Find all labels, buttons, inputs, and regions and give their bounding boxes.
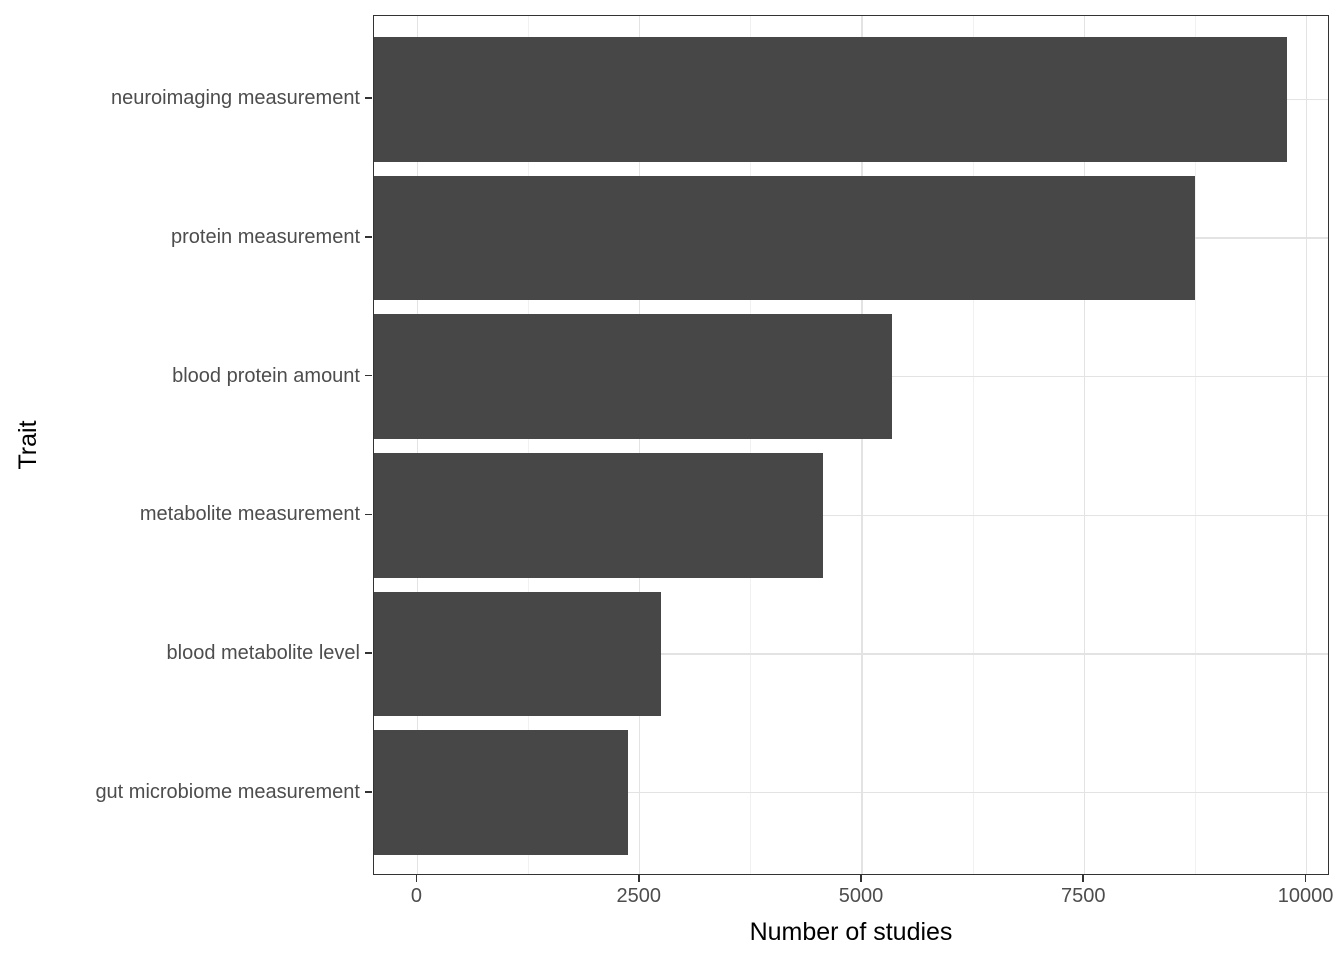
plot-panel	[373, 15, 1329, 875]
bar-blood-protein-amount	[374, 314, 893, 440]
plot-area	[374, 16, 1328, 874]
bar-metabolite-measurement	[374, 452, 823, 578]
grid-major-vline	[1083, 16, 1085, 874]
x-tick-label: 0	[410, 885, 423, 907]
y-axis-tick	[365, 236, 372, 238]
x-tick-label: 7500	[1061, 885, 1106, 907]
y-axis-tick	[365, 97, 372, 100]
x-axis-tick	[415, 875, 418, 882]
y-axis-tick	[365, 652, 372, 654]
grid-minor-vline	[527, 16, 530, 874]
grid-major-vline	[1305, 16, 1308, 874]
x-axis-tick	[1304, 875, 1307, 882]
x-axis-title: Number of studies	[749, 918, 953, 946]
x-tick-label: 2500	[616, 885, 661, 907]
x-axis-tick	[1082, 875, 1085, 882]
grid-major-hline	[374, 792, 1328, 794]
grid-major-vline	[639, 16, 641, 874]
bar-blood-metabolite-level	[374, 591, 662, 717]
y-tick-label: protein measurement	[171, 225, 360, 248]
x-axis-tick	[637, 875, 640, 882]
y-axis-tick	[365, 513, 372, 516]
grid-minor-vline	[750, 16, 752, 874]
bar-neuroimaging-measurement	[374, 36, 1287, 162]
grid-major-hline	[374, 514, 1328, 517]
grid-major-vline	[861, 16, 863, 874]
y-tick-label: gut microbiome measurement	[95, 780, 360, 803]
x-tick-label: 10000	[1277, 885, 1334, 907]
bar-protein-measurement	[374, 175, 1196, 301]
y-tick-label: blood protein amount	[172, 364, 360, 387]
y-tick-label: blood metabolite level	[166, 642, 360, 665]
y-tick-label: metabolite measurement	[139, 503, 360, 526]
grid-minor-vline	[972, 16, 974, 874]
grid-major-vline	[416, 16, 419, 874]
bar-gut-microbiome-measurement	[374, 730, 629, 856]
y-tick-label: neuroimaging measurement	[110, 87, 360, 110]
grid-minor-vline	[1194, 16, 1196, 874]
y-axis-tick	[365, 374, 372, 377]
y-axis-title-text: Trait	[14, 420, 42, 470]
x-axis-tick	[860, 875, 862, 882]
y-axis-tick	[365, 790, 372, 793]
x-tick-label: 5000	[838, 885, 884, 907]
grid-major-hline	[374, 653, 1328, 655]
